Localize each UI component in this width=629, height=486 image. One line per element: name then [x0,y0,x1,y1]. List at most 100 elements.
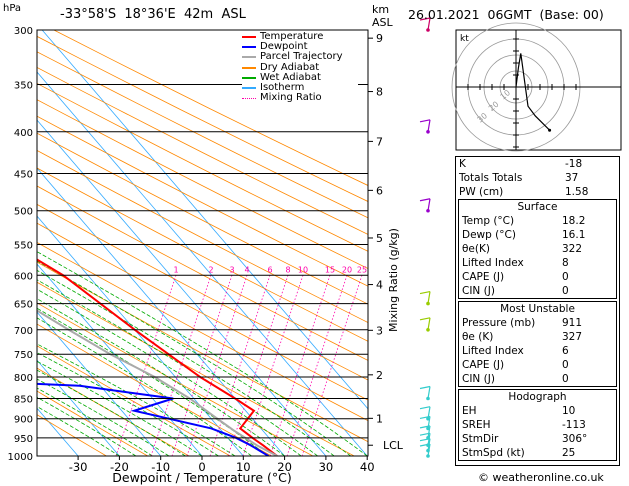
wind-barb-flag [419,415,431,420]
row-label: Totals Totals [459,172,523,184]
isotherm-line [37,311,162,456]
row-value: 322 [562,243,583,255]
most-unstable-title: Most Unstable [500,303,575,315]
most-unstable-section: Most Unstable Pressure (mb) 911 θe (K) 327 L… [458,301,617,387]
row-value: 37 [565,172,579,184]
row-value: 16.1 [562,229,586,241]
km-tick-label: 4 [376,279,383,292]
x-tick-label: -10 [151,460,170,474]
km-tick-label: 5 [376,232,383,245]
km-tick-label: 2 [376,369,383,382]
pressure-tick-label: 300 [14,26,33,37]
wind-barb-dot [426,28,430,32]
row-label: CAPE (J) [462,271,505,283]
mixing-ratio-line [115,275,177,456]
dry-adiabat-line [37,51,368,219]
wind-barb-flag [419,290,431,295]
mixing-ratio-line [269,275,331,456]
hodograph-end-point [548,128,552,132]
wind-barb [427,198,431,211]
row-label: Pressure (mb) [462,317,536,329]
hodograph-trace [515,53,551,131]
mixing-ratio-value-label: 2 [208,265,213,274]
dry-adiabat-line [37,35,368,202]
row-label: K [459,158,466,170]
wet-adiabat-line [37,369,186,456]
legend-item: Wet Adiabat [242,72,358,83]
pressure-tick-label: 800 [14,373,33,384]
row-label: Lifted Index [462,257,524,269]
indices-list: K -18 Totals Totals 37 PW (cm) 1.58 [456,157,619,199]
table-row: CIN (J) 0 [459,284,616,298]
pressure-tick-label: 500 [14,207,33,218]
table-row: PW (cm) 1.58 [456,185,619,199]
row-value: 306° [562,433,588,445]
dry-adiabat-line [37,241,368,422]
km-tick-label: 8 [376,86,383,99]
km-tick-label: 7 [376,135,383,148]
legend-item: Dewpoint [242,41,358,52]
surface-title: Surface [517,201,558,213]
table-row: CIN (J) 0 [459,372,616,386]
pressure-tick-label: 900 [14,415,33,426]
legend-label: Temperature [260,31,324,42]
parcel-trajectory-line [37,309,278,456]
wind-barb-flag [419,432,431,436]
table-row: Lifted Index 6 [459,344,616,358]
table-row: StmSpd (kt) 25 [459,446,616,460]
km-tick-label: 6 [376,184,383,197]
wind-barb-dot [426,129,430,134]
x-tick-label: 0 [198,460,205,474]
pressure-tick-label: 700 [14,326,33,337]
x-tick-label: -30 [69,460,88,474]
wind-barb-flag [419,406,431,410]
legend-swatch [242,97,256,99]
asl-label: ASL [372,16,393,29]
row-value: 6 [562,345,569,357]
table-row: CAPE (J) 0 [459,270,616,284]
row-value: 327 [562,331,583,343]
wet-adiabat-line [37,307,269,456]
row-value: 8 [562,257,569,269]
dry-adiabat-line [37,115,368,287]
table-row: SREH -113 [459,418,616,432]
wind-barb [427,291,431,304]
wet-adiabat-line [37,396,137,456]
table-row: θe (K) 327 [459,330,616,344]
table-row: K -18 [456,157,619,171]
wind-barb [427,443,431,457]
mixing-ratio-line [186,275,248,456]
table-row: StmDir 306° [459,432,616,446]
legend-label: Parcel Trajectory [260,51,343,63]
wind-barb-flag [419,17,431,21]
isotherm-line [37,71,368,456]
pressure-tick-label: 600 [14,271,33,282]
row-label: StmSpd (kt) [462,447,525,459]
row-label: SREH [462,419,491,431]
indices-panel: K -18 Totals Totals 37 PW (cm) 1.58 Surface T… [455,156,620,466]
table-row: θe(K) 322 [459,242,616,256]
wind-barb-dot [426,454,430,458]
legend-swatch [242,46,256,49]
wet-adiabat-line [37,360,203,456]
legend-item: Parcel Trajectory [242,52,358,62]
table-row: Temp (°C) 18.2 [459,214,616,228]
wind-barb-flag [419,438,431,442]
row-value: 25 [562,447,576,459]
row-label: StmDir [462,433,499,445]
legend-item: Mixing Ratio [242,92,358,103]
row-label: CIN (J) [462,373,495,385]
km-tick-label: 1 [376,412,383,425]
wet-adiabat-line [37,406,120,456]
row-value: 0 [562,359,569,371]
km-tick-label: 3 [376,324,383,337]
mixing-ratio-line [242,275,304,456]
table-row: Dewp (°C) 16.1 [459,228,616,242]
wet-adiabat-line [37,387,153,456]
x-tick-label: -20 [110,460,129,474]
isotherm-line [37,167,285,456]
row-label: PW (cm) [459,186,504,198]
